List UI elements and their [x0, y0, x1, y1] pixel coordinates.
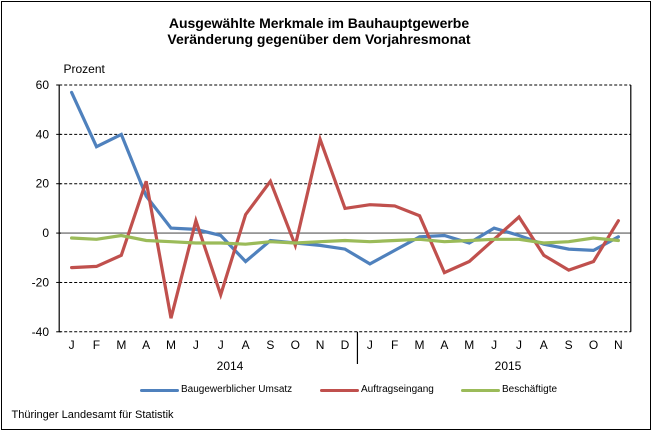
- x-axis-month-label: S: [565, 338, 573, 352]
- series-line-2: [69, 233, 621, 246]
- legend-line-auftragseingang: [320, 389, 359, 393]
- x-axis-year-label-2014: 2014: [217, 359, 244, 373]
- x-axis-month-label: D: [341, 338, 350, 352]
- y-axis-label-40: 40: [36, 127, 50, 141]
- source-note: Thüringer Landesamt für Statistik: [11, 409, 174, 421]
- x-axis-month-label: O: [291, 338, 300, 352]
- legend-label-beschaeftigte: Beschäftigte: [502, 384, 558, 395]
- legend-line-umsatz: [140, 389, 179, 393]
- x-axis-month-label: J: [491, 338, 497, 352]
- x-axis-month-label: M: [415, 338, 425, 352]
- series-line-0: [69, 90, 621, 266]
- x-axis-month-label: N: [316, 338, 325, 352]
- chart-title-line1: Ausgewählte Merkmale im Bauhauptgewerbe: [168, 15, 470, 31]
- x-axis-month-label: M: [116, 338, 126, 352]
- x-axis-month-label: N: [614, 338, 623, 352]
- x-axis-month-label: J: [367, 338, 373, 352]
- y-axis-label--20: -20: [32, 275, 50, 289]
- x-axis-year-label-2015: 2015: [495, 359, 522, 373]
- legend: Baugewerblicher Umsatz Auftragseingang B…: [0, 384, 652, 398]
- y-axis-title: Prozent: [63, 62, 105, 76]
- y-axis-label-20: 20: [36, 177, 50, 191]
- x-axis-month-label: J: [218, 338, 224, 352]
- x-axis-month-label: J: [516, 338, 522, 352]
- x-axis-month-label: A: [440, 338, 448, 352]
- legend-line-beschaeftigte: [461, 389, 500, 393]
- x-axis-month-label: A: [142, 338, 150, 352]
- x-axis-month-label: A: [540, 338, 548, 352]
- y-axis-label-0: 0: [42, 226, 49, 240]
- x-axis-month-label: A: [242, 338, 250, 352]
- series-line-1: [69, 133, 621, 319]
- x-axis-month-label: J: [193, 338, 199, 352]
- chart-title-line2: Veränderung gegenüber dem Vorjahresmonat: [167, 30, 471, 47]
- x-axis-month-label: S: [266, 338, 274, 352]
- x-axis-month-label: O: [589, 338, 598, 352]
- x-axis-month-label: M: [166, 338, 176, 352]
- legend-label-umsatz: Baugewerblicher Umsatz: [181, 384, 293, 395]
- x-axis-month-label: M: [464, 338, 474, 352]
- legend-label-auftragseingang: Auftragseingang: [361, 384, 434, 395]
- x-axis-month-label: F: [391, 338, 398, 352]
- x-axis-month-label: F: [93, 338, 100, 352]
- y-axis-label-60: 60: [36, 78, 50, 92]
- x-axis-month-label: J: [69, 338, 75, 352]
- chart-title: Ausgewählte Merkmale im Bauhauptgewerbe …: [167, 15, 471, 47]
- y-axis-label--40: -40: [32, 325, 50, 339]
